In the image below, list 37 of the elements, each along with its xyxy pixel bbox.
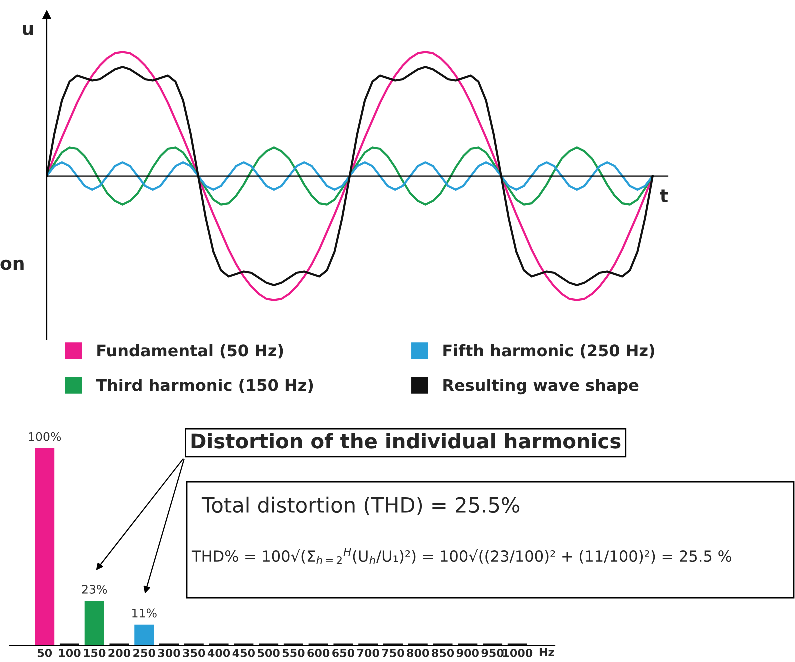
x-tick-label: 300 bbox=[158, 648, 180, 658]
x-tick-label: 650 bbox=[332, 648, 355, 658]
x-tick-label: 450 bbox=[232, 648, 255, 658]
legend-label: Resulting wave shape bbox=[444, 379, 639, 395]
y-axis-title: u bbox=[23, 25, 34, 36]
x-tick-label: 850 bbox=[432, 648, 454, 658]
data-label: 23% bbox=[82, 585, 108, 594]
x-tick-label: 500 bbox=[258, 648, 280, 658]
x-tick-label: 700 bbox=[358, 648, 380, 658]
x-tick-label: 250 bbox=[134, 648, 156, 658]
x-tick-label: 600 bbox=[308, 648, 330, 658]
x-tick-label: 750 bbox=[382, 648, 404, 658]
chart-title: Distortion of the individual harmonics bbox=[192, 433, 621, 449]
legend-label: Fifth harmonic (250 Hz) bbox=[444, 344, 654, 359]
bar bbox=[133, 624, 156, 646]
bar bbox=[34, 447, 56, 646]
x-tick-label: 200 bbox=[108, 648, 131, 658]
x-axis-title: Hz bbox=[540, 648, 554, 656]
x-axis-title: t bbox=[660, 190, 668, 202]
x-tick-label: 350 bbox=[183, 648, 206, 658]
legend-label: Fundamental (50 Hz) bbox=[98, 344, 284, 359]
x-tick-label: 100 bbox=[59, 648, 81, 658]
x-tick-label: 550 bbox=[282, 648, 305, 658]
text: on bbox=[0, 260, 24, 270]
x-tick-label: 400 bbox=[208, 648, 230, 658]
data-label: 100% bbox=[29, 432, 62, 442]
data-label: 11% bbox=[132, 608, 157, 618]
x-tick-label: 950 bbox=[482, 648, 504, 658]
x-tick-label: 150 bbox=[84, 648, 106, 658]
x-tick-label: 900 bbox=[456, 648, 479, 658]
annotation: THD% = 100√(Σ$_{h=2}$$^{H}$(U$_{h}$/U₁)²) = 100√((23/100)² + (11/100)²) = 25.5 % bbox=[192, 548, 732, 564]
legend-label: Third harmonic (150 Hz) bbox=[96, 379, 314, 394]
x-tick-label: 800 bbox=[407, 648, 430, 658]
bar bbox=[83, 600, 106, 646]
x-tick-label: 50 bbox=[38, 648, 52, 658]
annotation: Total distortion (THD) = 25.5% bbox=[202, 496, 520, 516]
x-tick-label: 1000 bbox=[503, 648, 533, 658]
